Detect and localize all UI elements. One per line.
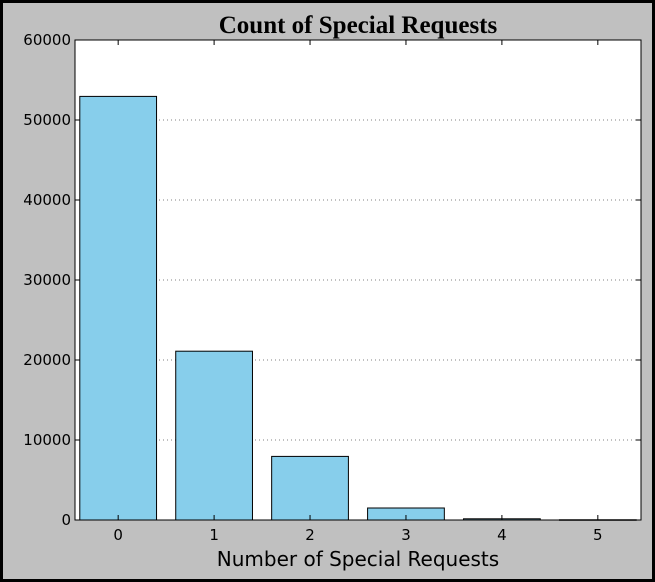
x-axis-label: Number of Special Requests <box>217 547 499 571</box>
x-tick-label: 3 <box>401 526 411 544</box>
bar <box>79 95 158 521</box>
x-tick-label: 5 <box>593 526 603 544</box>
bar <box>175 350 253 521</box>
plot-area <box>74 39 642 521</box>
x-axis-ticks: 0 1 2 3 4 5 <box>113 40 603 544</box>
y-tick-label: 40000 <box>23 191 71 209</box>
x-tick-label: 2 <box>305 526 315 544</box>
y-tick-label: 50000 <box>23 111 71 129</box>
y-tick-label: 30000 <box>23 271 71 289</box>
y-tick-label: 10000 <box>23 431 71 449</box>
y-tick-label: 60000 <box>23 31 71 49</box>
x-tick-label: 0 <box>113 526 123 544</box>
x-tick-label: 4 <box>497 526 507 544</box>
bars <box>79 95 637 521</box>
bar-chart: Count of Special Requests 01000020000300… <box>23 12 642 571</box>
y-tick-label: 0 <box>61 511 71 529</box>
bar <box>271 455 349 521</box>
y-tick-label: 20000 <box>23 351 71 369</box>
chart-title: Count of Special Requests <box>219 12 498 39</box>
x-tick-label: 1 <box>209 526 219 544</box>
y-axis-ticks: 0 10000 20000 30000 40000 50000 60000 <box>23 31 641 529</box>
